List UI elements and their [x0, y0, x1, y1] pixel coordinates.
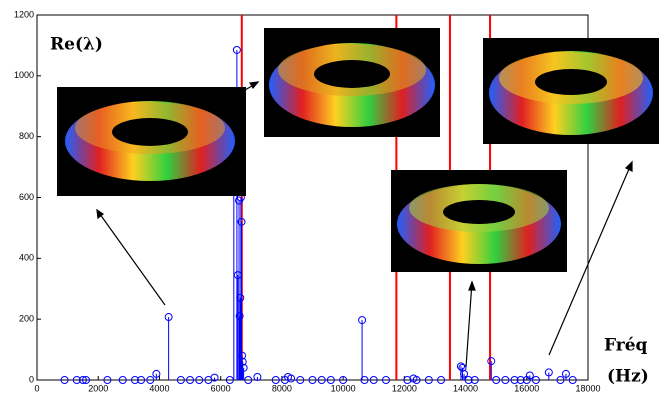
x-tick-label: 0 [34, 383, 39, 393]
x-tick-label: 8000 [272, 383, 292, 393]
x-tick-label: 4000 [149, 383, 169, 393]
y-axis-label: Re(λ) [50, 35, 103, 55]
x-tick-label: 12000 [392, 383, 417, 393]
y-tick-label: 200 [19, 314, 34, 324]
y-tick-label: 600 [19, 192, 34, 202]
x-axis-label: (Hz) [607, 367, 649, 387]
x-tick-label: 18000 [575, 383, 600, 393]
x-tick-label: 14000 [453, 383, 478, 393]
y-tick-label: 400 [19, 253, 34, 263]
inset-image [391, 170, 567, 272]
x-axis-label: Fréq [604, 336, 648, 356]
x-tick-label: 2000 [88, 383, 108, 393]
x-tick-label: 10000 [331, 383, 356, 393]
y-tick-label: 800 [19, 131, 34, 141]
y-tick-label: 1200 [14, 9, 34, 19]
inset-image [57, 87, 246, 196]
inset-image [264, 28, 440, 137]
y-tick-label: 0 [29, 374, 34, 384]
x-tick-label: 16000 [514, 383, 539, 393]
y-tick-label: 1000 [14, 70, 34, 80]
inset-image [483, 38, 659, 144]
insets [57, 28, 659, 272]
x-tick-label: 6000 [211, 383, 231, 393]
chart: 0200400600800100012000200040006000800010… [0, 0, 669, 401]
